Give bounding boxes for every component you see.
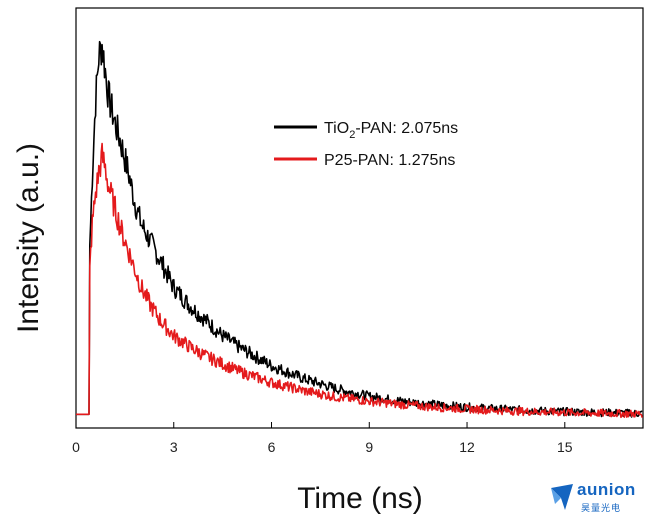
legend-label-p25: P25-PAN: 1.275ns xyxy=(324,152,455,169)
logo-wordmark: aunion xyxy=(577,480,636,499)
x-axis-title: Time (ns) xyxy=(297,482,423,515)
x-tick-label: 9 xyxy=(365,439,373,455)
plot-frame xyxy=(75,7,644,429)
series-line-p25-pan xyxy=(76,142,643,419)
x-tick-label: 0 xyxy=(72,439,80,455)
legend: TiO2-PAN: 2.075ns P25-PAN: 1.275ns xyxy=(274,120,458,169)
x-tick-label: 6 xyxy=(268,439,276,455)
plot-area xyxy=(75,7,644,429)
brand-logo: aunion 昊量光电 xyxy=(549,480,649,516)
x-tick-label: 3 xyxy=(170,439,178,455)
x-axis: 0 3 6 9 12 15 xyxy=(72,422,573,455)
logo-subtitle: 昊量光电 xyxy=(581,504,622,514)
logo-mark-icon xyxy=(551,484,573,510)
x-tick-label: 15 xyxy=(557,439,573,455)
legend-label-tio2: TiO2-PAN: 2.075ns xyxy=(324,120,458,141)
x-tick-label: 12 xyxy=(459,439,475,455)
series-line-tio2-pan xyxy=(76,40,643,418)
legend-subscript: 2 xyxy=(349,129,355,141)
y-axis-title: Intensity (a.u.) xyxy=(12,143,45,333)
